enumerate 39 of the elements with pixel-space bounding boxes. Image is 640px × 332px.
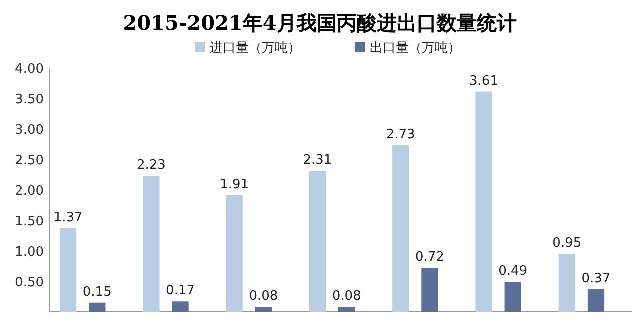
text: 0.50 — [15, 276, 44, 290]
text: 2.50 — [15, 154, 44, 168]
bar — [504, 282, 522, 312]
data-label: 2.31 — [303, 153, 332, 168]
bar — [172, 302, 189, 312]
data-label: 0.08 — [332, 289, 362, 304]
bar — [476, 92, 492, 312]
text: 3.00 — [15, 123, 44, 138]
bar — [89, 302, 106, 312]
bar — [60, 228, 77, 312]
bar — [338, 307, 356, 312]
text: 4.00 — [15, 62, 44, 77]
chart-title: 2015-2021年4月我国丙酸进出口数量统计 — [123, 11, 517, 35]
text: 1.00 — [15, 245, 44, 260]
bar — [255, 307, 272, 312]
data-label: 0.08 — [249, 289, 278, 304]
data-label: 2.73 — [386, 127, 416, 142]
bar — [422, 268, 438, 312]
text: 1.50 — [15, 214, 44, 230]
data-label: 1.37 — [54, 210, 83, 226]
bar — [588, 289, 605, 312]
legend-label: 出口量（万吨） — [370, 41, 461, 56]
data-label: 0.15 — [82, 284, 112, 300]
data-label: 0.95 — [552, 236, 582, 252]
data-label: 1.91 — [220, 177, 250, 192]
bar — [143, 176, 160, 312]
bar — [309, 171, 326, 312]
text: 3.50 — [15, 92, 44, 108]
bar — [226, 195, 243, 312]
data-label: 0.49 — [498, 264, 528, 280]
data-label: 0.37 — [582, 271, 611, 286]
data-label: 0.72 — [415, 250, 444, 266]
bar — [558, 254, 576, 312]
text: 2.00 — [15, 184, 44, 199]
bar — [392, 145, 410, 312]
data-label: 0.17 — [166, 284, 196, 299]
legend-label: 进口量（万吨） — [210, 41, 301, 56]
data-label: 2.23 — [136, 158, 166, 173]
data-label: 3.61 — [470, 74, 498, 89]
